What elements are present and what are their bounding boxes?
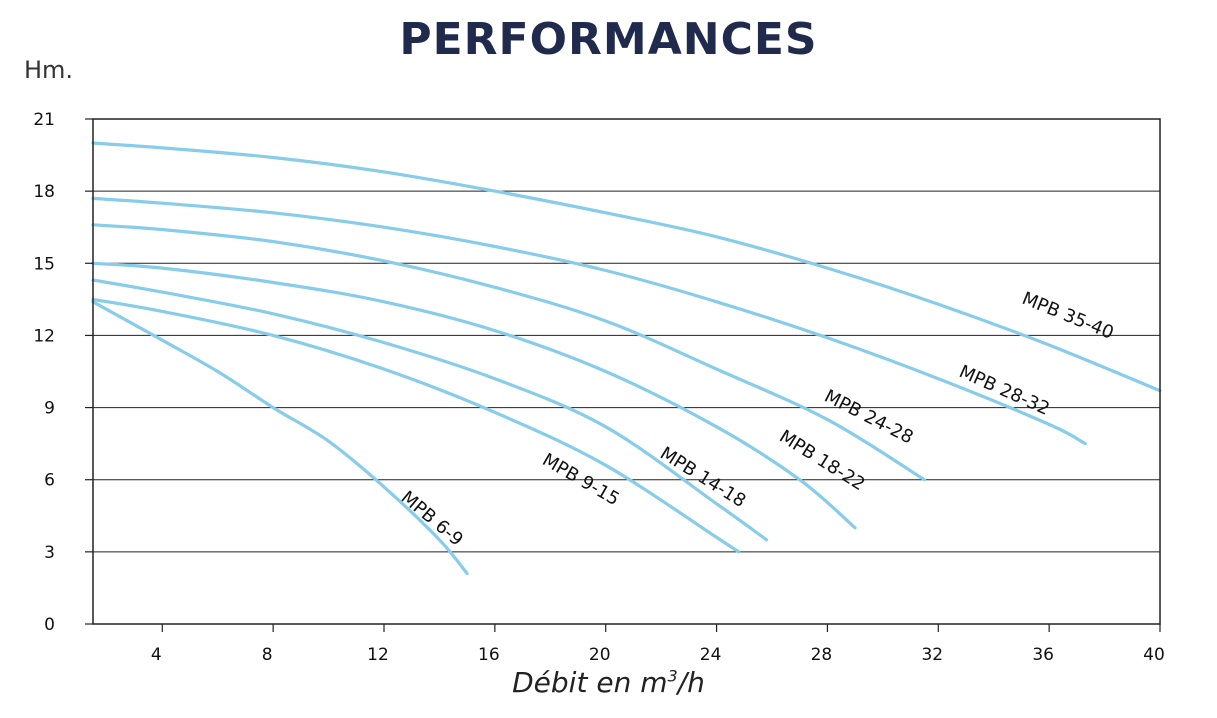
- y-tick-label: 6: [44, 471, 55, 491]
- curve-mpb-24-28: [91, 223, 926, 482]
- y-tick-label: 15: [33, 254, 55, 274]
- y-tick-label: 0: [44, 615, 55, 635]
- x-tick-label: 8: [262, 645, 273, 665]
- x-tick-label: 12: [367, 645, 389, 665]
- x-axis-label-prefix: Débit en m: [512, 666, 668, 699]
- series-label: MPB 24-28: [821, 386, 917, 449]
- x-axis-label-superscript: 3: [667, 666, 678, 686]
- x-tick-label: 40: [1143, 645, 1165, 665]
- y-tick-label: 9: [44, 399, 55, 419]
- x-tick-label: 24: [700, 645, 722, 665]
- y-tick-label: 3: [44, 543, 55, 563]
- x-tick-label: 4: [151, 645, 162, 665]
- plot-frame: [92, 118, 1161, 625]
- curve-mpb-9-15: [91, 297, 741, 554]
- x-axis-ticks: 4 8 12 16 20 24 28 32 36 40: [151, 624, 1165, 665]
- x-tick-label: 16: [478, 645, 500, 665]
- curve-mpb-18-22: [91, 261, 857, 530]
- y-tick-label: 18: [33, 182, 55, 202]
- x-tick-label: 20: [589, 645, 611, 665]
- curve-mpb-14-18: [91, 278, 769, 542]
- chart-title: PERFORMANCES: [399, 14, 818, 65]
- grid: [93, 190, 1160, 553]
- x-tick-label: 28: [811, 645, 833, 665]
- y-axis-ticks: 0 3 6 9 12 15 18 21: [33, 110, 93, 635]
- x-tick-label: 36: [1032, 645, 1054, 665]
- pump-curves: [91, 141, 1162, 576]
- curve-mpb-28-32: [91, 196, 1087, 446]
- y-tick-label: 12: [33, 326, 55, 346]
- y-tick-label: 21: [33, 110, 55, 130]
- series-label: MPB 14-18: [656, 443, 749, 512]
- x-axis-label: Débit en m3/h: [0, 666, 1217, 699]
- series-label: MPB 6-9: [397, 487, 467, 551]
- x-axis-label-suffix: /h: [677, 666, 705, 699]
- x-tick-label: 32: [921, 645, 943, 665]
- y-axis-label: Hm.: [24, 56, 74, 84]
- curve-mpb-35-40: [91, 141, 1162, 393]
- curve-mpb-6-9: [91, 300, 469, 576]
